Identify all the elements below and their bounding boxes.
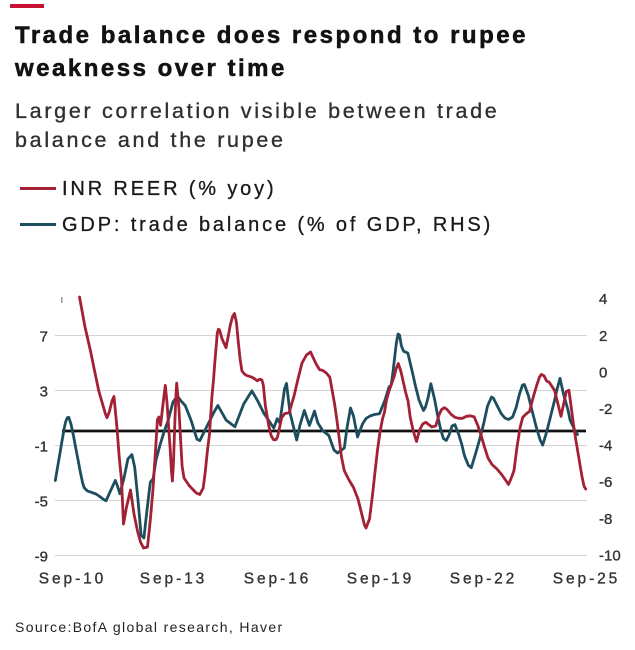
svg-text:Sep-10: Sep-10	[39, 571, 106, 588]
svg-text:3: 3	[40, 383, 48, 400]
svg-text:-2: -2	[599, 401, 612, 418]
svg-text:Sep-25: Sep-25	[553, 571, 620, 588]
svg-text:-6: -6	[599, 474, 612, 491]
svg-text:4: 4	[599, 291, 607, 308]
svg-text:-1: -1	[35, 438, 48, 455]
svg-text:-8: -8	[599, 511, 612, 528]
svg-text:Sep-13: Sep-13	[140, 571, 207, 588]
svg-text:7: 7	[40, 328, 48, 345]
svg-text:Sep-19: Sep-19	[347, 571, 414, 588]
svg-text:-10: -10	[599, 547, 621, 564]
svg-text:-5: -5	[35, 493, 48, 510]
svg-text:Sep-16: Sep-16	[244, 571, 311, 588]
svg-text:-4: -4	[599, 438, 612, 455]
svg-text:Sep-22: Sep-22	[450, 571, 517, 588]
svg-text:-9: -9	[35, 548, 48, 565]
svg-text:0: 0	[599, 364, 607, 381]
svg-text:2: 2	[599, 328, 607, 345]
